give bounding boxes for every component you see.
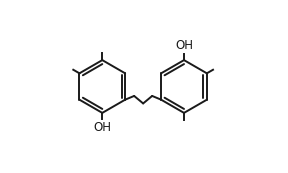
Text: OH: OH [93, 121, 111, 134]
Text: OH: OH [175, 39, 193, 52]
